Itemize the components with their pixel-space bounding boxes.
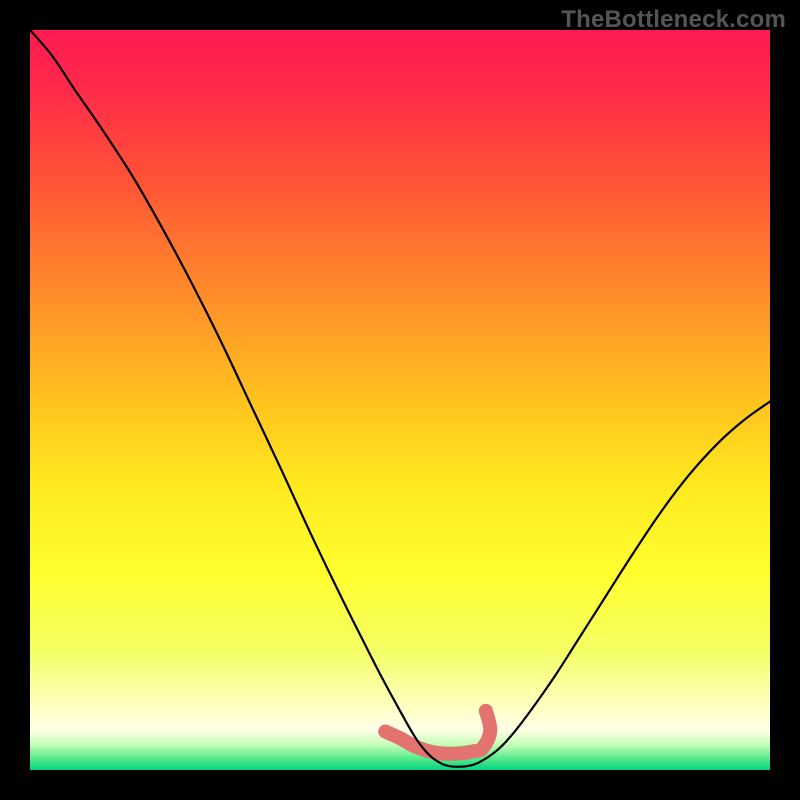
bottleneck-curve-chart: [0, 0, 800, 800]
watermark-text: TheBottleneck.com: [561, 6, 786, 34]
chart-frame: TheBottleneck.com: [0, 0, 800, 800]
chart-background: [30, 30, 770, 770]
